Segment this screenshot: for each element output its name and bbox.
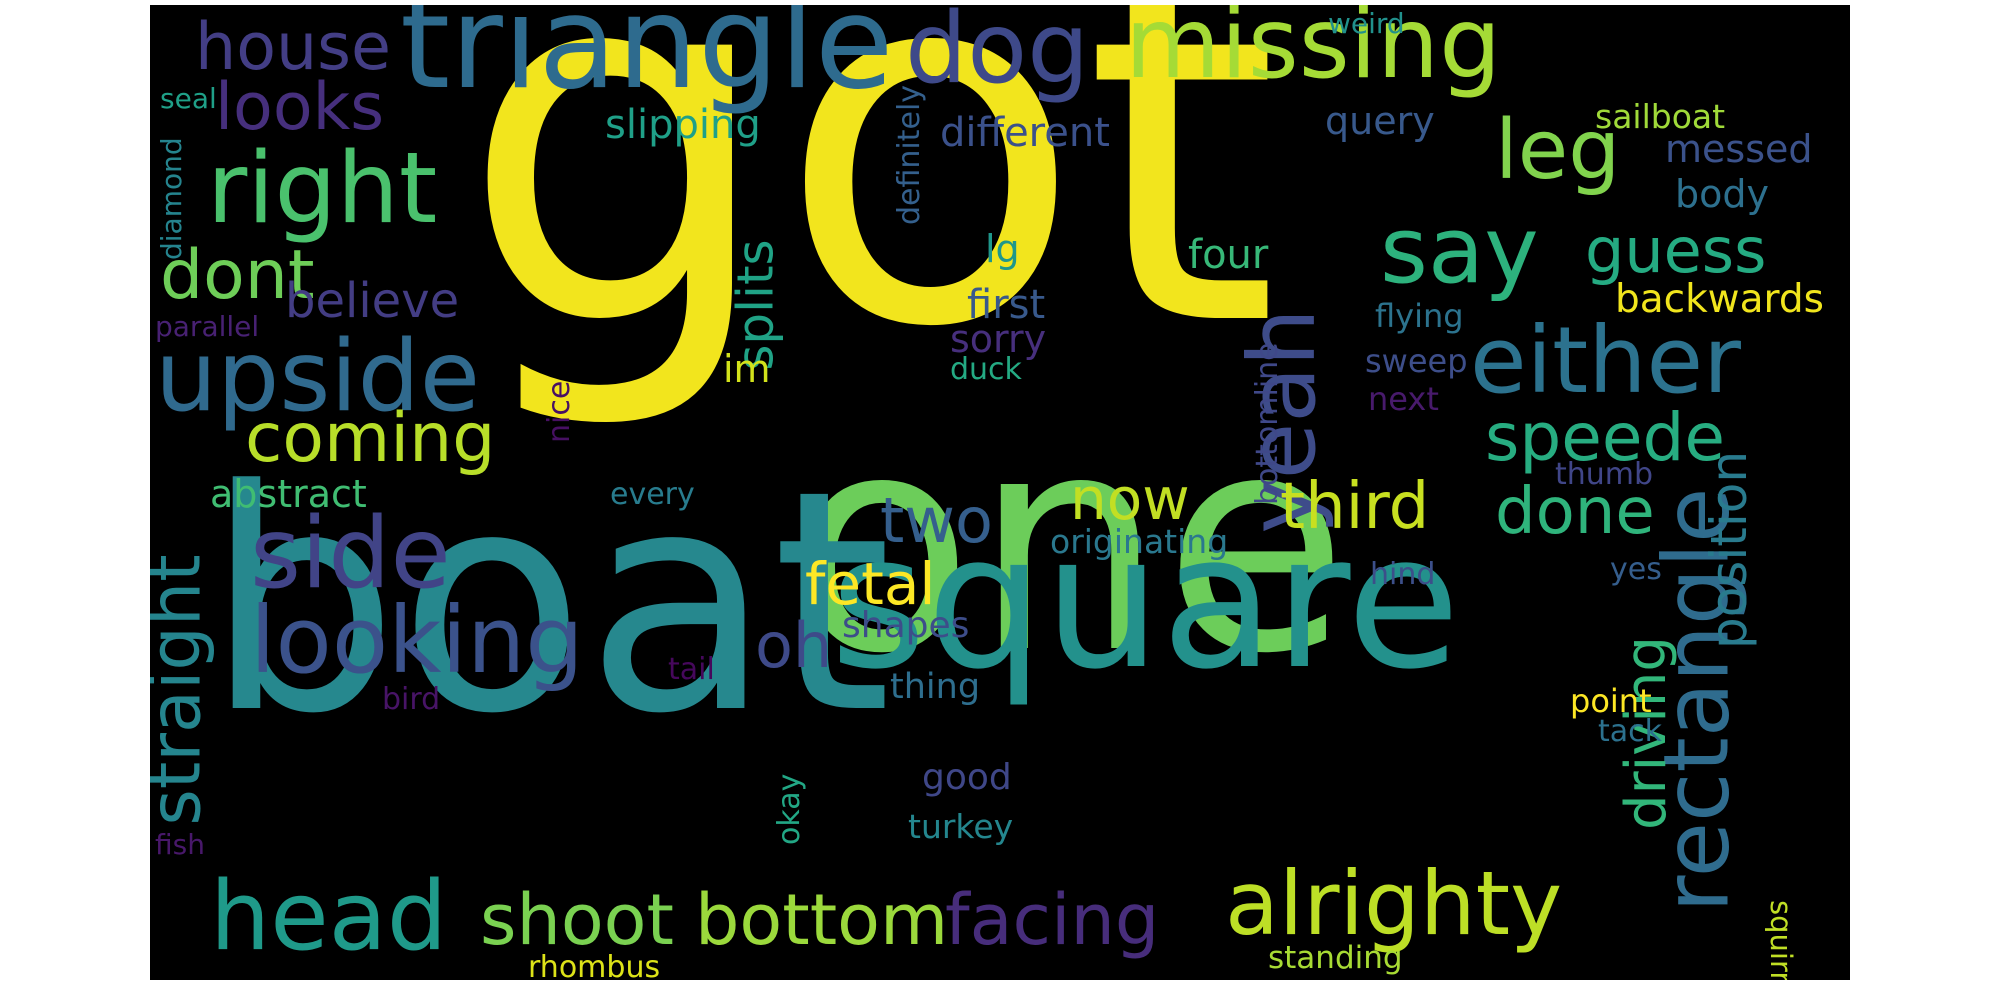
word: definitely — [892, 84, 927, 225]
word: messed — [1665, 127, 1813, 171]
word: thing — [890, 667, 981, 707]
word: next — [1368, 380, 1439, 418]
word: turkey — [908, 807, 1014, 846]
word: one — [790, 370, 1349, 719]
word: thumb — [1555, 457, 1654, 492]
word: tail — [668, 652, 715, 687]
word: upside — [155, 320, 481, 434]
word: straight — [150, 554, 217, 826]
word: looks — [215, 70, 385, 145]
word: slipping — [605, 102, 761, 148]
word: sailboat — [1595, 97, 1726, 136]
word: fetal — [805, 550, 936, 618]
word: alrighty — [1225, 852, 1563, 955]
word: coming — [245, 399, 496, 478]
word: bottomline — [1250, 342, 1285, 505]
word: position — [1700, 450, 1759, 650]
word: sorry — [950, 317, 1047, 361]
word: square — [830, 494, 1461, 710]
word: looking — [250, 587, 584, 694]
word: bird — [382, 682, 441, 717]
word: head — [210, 862, 448, 972]
word: missing — [1125, 5, 1502, 101]
word: bottom — [695, 879, 949, 961]
word: shapes — [842, 605, 970, 646]
word: backwards — [1615, 277, 1824, 322]
word: got — [460, 5, 1280, 436]
word: fish — [155, 828, 205, 861]
word: lg — [985, 227, 1020, 271]
word: boat — [205, 425, 892, 780]
word: originating — [1050, 522, 1229, 561]
word: parallel — [155, 310, 260, 343]
word: duck — [950, 352, 1022, 387]
word: right — [207, 132, 438, 246]
word: two — [880, 484, 993, 557]
word-cloud: got one boat square triangle missing dog… — [150, 5, 1850, 980]
word: triangle — [400, 5, 894, 118]
word: say — [1380, 197, 1539, 304]
word: done — [1495, 475, 1655, 549]
word: first — [967, 282, 1046, 328]
word: oh — [755, 609, 833, 682]
word: squirrel — [1764, 900, 1798, 980]
word: tack — [1598, 714, 1663, 749]
word: yes — [1610, 552, 1662, 587]
word: hind — [1370, 557, 1436, 592]
word: query — [1325, 99, 1435, 143]
word: flying — [1375, 297, 1464, 335]
word: side — [250, 497, 451, 611]
word: okay — [772, 773, 807, 845]
word: point — [1570, 682, 1652, 720]
word: weird — [1328, 7, 1405, 40]
word: good — [922, 757, 1012, 798]
word: four — [1188, 232, 1269, 278]
word: standing — [1268, 940, 1403, 976]
word: abstract — [210, 472, 367, 516]
word: diamond — [155, 137, 188, 260]
word: shoot — [480, 879, 674, 961]
word: guess — [1585, 214, 1767, 287]
word: every — [610, 477, 695, 512]
word: either — [1470, 307, 1741, 414]
word: sweep — [1365, 342, 1468, 380]
word: facing — [945, 879, 1160, 961]
word: im — [723, 347, 771, 391]
word: body — [1675, 172, 1769, 216]
word: different — [940, 110, 1110, 156]
word: nice — [542, 380, 577, 443]
word: third — [1280, 470, 1430, 544]
word: dont — [160, 236, 315, 315]
word: seal — [160, 82, 217, 115]
word: leg — [1495, 103, 1621, 198]
word: speede — [1485, 399, 1725, 476]
word: dog — [905, 5, 1090, 106]
word: now — [1070, 465, 1190, 533]
word: house — [195, 10, 392, 85]
word: believe — [285, 273, 460, 329]
word: rhombus — [528, 950, 661, 981]
